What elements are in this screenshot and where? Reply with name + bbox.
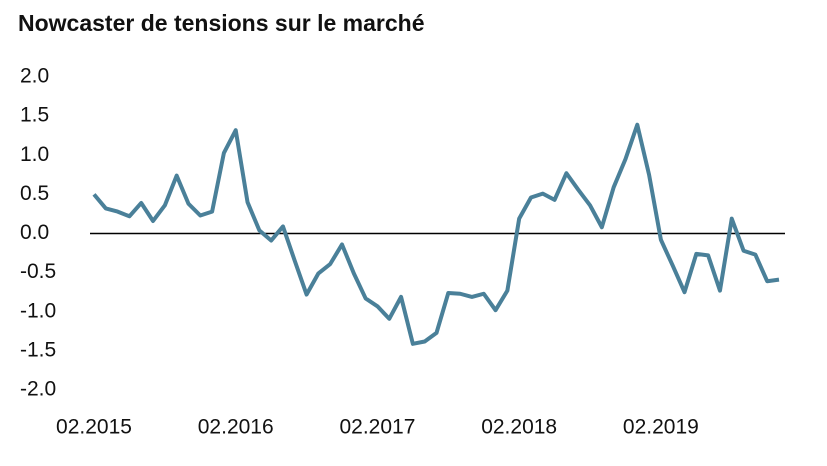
x-tick-label: 02.2018 bbox=[481, 416, 557, 439]
chart-title: Nowcaster de tensions sur le marché bbox=[18, 10, 425, 36]
y-tick-label: 1.5 bbox=[20, 104, 49, 127]
x-tick-label: 02.2015 bbox=[56, 416, 132, 439]
y-tick-label: 0.0 bbox=[20, 221, 49, 244]
y-tick-label: -0.5 bbox=[20, 260, 56, 283]
y-tick-label: -1.5 bbox=[20, 338, 56, 361]
x-tick-label: 02.2019 bbox=[623, 416, 699, 439]
y-tick-label: -2.0 bbox=[20, 378, 56, 401]
line bbox=[92, 122, 780, 346]
x-tick-label: 02.2016 bbox=[198, 416, 274, 439]
y-tick-label: 2.0 bbox=[20, 65, 49, 88]
y-tick-label: -1.0 bbox=[20, 299, 56, 322]
x-tick-label: 02.2017 bbox=[339, 416, 415, 439]
y-tick-label: 1.0 bbox=[20, 143, 49, 166]
y-tick-label: 0.5 bbox=[20, 182, 49, 205]
